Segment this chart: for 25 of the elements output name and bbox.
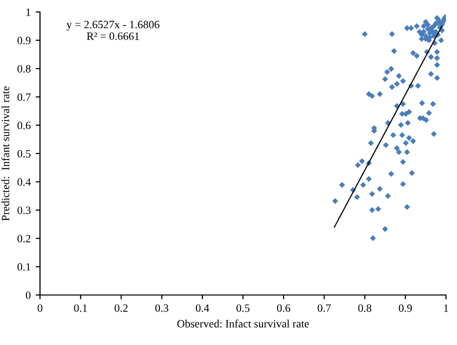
y-tick-label: 0.3 [18,206,31,214]
x-tick-label: 0.6 [277,304,290,312]
y-tick-label: 0.7 [18,93,31,101]
y-tick-label: 1 [26,8,30,16]
y-tick-label: 0.9 [18,36,31,44]
x-tick-label: 0.4 [196,304,210,312]
y-axis-title: Predicted: Infant survival rate [1,86,10,221]
x-tick-label: 0.3 [155,304,168,312]
x-axis-title: Observed: Infact survival rate [177,320,309,328]
y-tick-label: 0.2 [18,234,30,242]
x-tick-label: 1 [444,304,448,312]
y-tick-label: 0.1 [18,263,30,271]
x-tick-label: 0.9 [398,304,412,312]
y-tick-label: 0.6 [18,122,31,130]
y-tick-label: 0.8 [18,65,31,73]
y-tick-label: 0.5 [18,150,31,158]
x-tick-label: 0 [38,304,42,312]
x-tick-label: 0.7 [318,304,331,312]
x-tick-label: 0.5 [236,304,250,312]
x-tick-label: 0.2 [114,304,128,312]
y-tick-label: 0.4 [18,178,31,186]
x-tick-label: 0.8 [358,304,372,312]
y-tick-label: 0 [26,291,31,299]
x-tick-label: 0.1 [74,304,87,312]
annotation: y = 2.6527x - 1.6806 R² = 0.6661 [66,20,160,40]
